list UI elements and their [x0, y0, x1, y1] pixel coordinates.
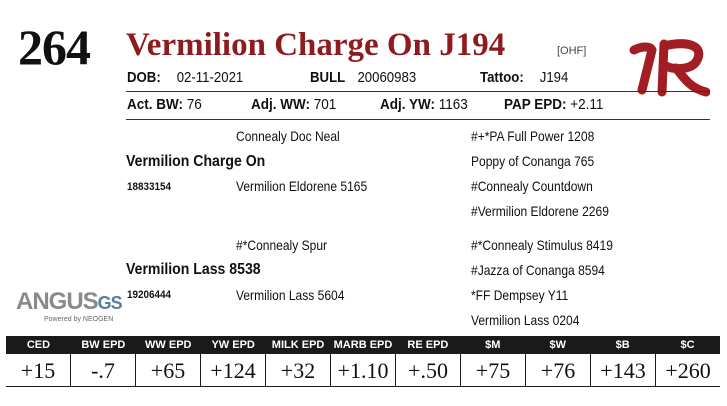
divider-bottom: [126, 119, 710, 120]
epd-header-b: $B: [615, 339, 630, 351]
epd-value-ced: +15: [20, 358, 56, 383]
lot-number: 264: [18, 19, 91, 75]
dam-registration: 19206444: [127, 289, 172, 301]
epd-value-row: +15 -.7 +65 +124 +32 +1.10 +.50 +75 +76 …: [6, 354, 720, 387]
ww-label: Adj. WW:: [251, 96, 310, 113]
epd-header-c: $C: [680, 339, 695, 351]
epd-header-w: $W: [549, 339, 566, 351]
dam-sire-dam: #Jazza of Conanga 8594: [471, 262, 605, 278]
epd-header-ww: WW EPD: [145, 339, 192, 351]
registration-number: 20060983: [357, 69, 417, 86]
dam-sire: #*Connealy Spur: [236, 237, 328, 253]
angus-logo-suffix: GS: [97, 293, 123, 313]
dam-dam-dam: Vermilion Lass 0204: [471, 312, 580, 328]
divider-top: [126, 91, 710, 92]
pap-label: PAP EPD:: [504, 96, 567, 113]
sire-sire-dam: Poppy of Conanga 765: [471, 153, 595, 169]
dam-sire-sire: #*Connealy Stimulus 8419: [471, 237, 613, 253]
epd-header-m: $M: [485, 339, 501, 351]
weaning-weight: Adj. WW: 701: [251, 96, 336, 113]
epd-header-re: RE EPD: [407, 339, 449, 351]
dob-value: 02-11-2021: [176, 69, 244, 86]
sire-registration: 18833154: [127, 181, 172, 193]
sire-dam-sire: #Connealy Countdown: [471, 178, 593, 194]
yearling-weight: Adj. YW: 1163: [380, 96, 468, 113]
dob-field: DOB: 02-11-2021: [127, 69, 243, 89]
ww-value: 701: [313, 96, 337, 113]
sire-name: Vermilion Charge On: [126, 153, 266, 170]
angus-logo-text: ANGUS: [16, 288, 99, 315]
pap-epd: PAP EPD: +2.11: [504, 96, 603, 113]
registration-field: BULL 20060983: [310, 69, 416, 89]
epd-header-yw: YW EPD: [211, 339, 255, 351]
bw-value: 76: [186, 96, 202, 113]
bw-label: Act. BW:: [127, 96, 184, 113]
status-badge: [OHF]: [557, 45, 587, 57]
sex-label: BULL: [310, 69, 345, 86]
pap-value: +2.11: [570, 96, 604, 113]
dam-name: Vermilion Lass 8538: [126, 261, 261, 278]
sire-sire: Connealy Doc Neal: [236, 128, 340, 144]
angus-gs-logo: ANGUSGS Powered by NEOGEN: [16, 288, 123, 330]
epd-header-milk: MILK EPD: [271, 339, 325, 351]
tattoo-label: Tattoo:: [480, 69, 524, 86]
epd-value-ww: +65: [135, 354, 200, 386]
dam-dam: Vermilion Lass 5604: [236, 287, 345, 303]
dam-dam-sire: *FF Dempsey Y11: [471, 287, 569, 303]
yw-value: 1163: [438, 96, 468, 113]
epd-header-row: CED BW EPD WW EPD YW EPD MILK EPD MARB E…: [6, 336, 720, 354]
epd-value-c: +260: [655, 354, 720, 386]
epd-value-w: +76: [525, 354, 590, 386]
epd-header-ced: CED: [26, 339, 51, 351]
epd-value-bw: -.7: [70, 354, 135, 386]
epd-header-marb: MARB EPD: [333, 339, 393, 351]
sire-dam-dam: #Vermilion Eldorene 2269: [471, 203, 609, 219]
tattoo-value: J194: [539, 69, 569, 86]
birth-weight: Act. BW: 76: [127, 96, 202, 113]
yw-label: Adj. YW:: [380, 96, 436, 113]
epd-value-milk: +32: [265, 354, 330, 386]
epd-value-re: +.50: [395, 354, 460, 386]
powered-by-text: Powered by NEOGEN: [44, 316, 114, 323]
epd-value-yw: +124: [200, 354, 265, 386]
sire-dam: Vermilion Eldorene 5165: [236, 178, 368, 194]
epd-value-b: +143: [590, 354, 655, 386]
dob-label: DOB:: [127, 69, 161, 86]
sire-sire-sire: #+*PA Full Power 1208: [471, 128, 595, 144]
epd-value-marb: +1.10: [330, 354, 395, 386]
vr-brand-logo: [629, 39, 710, 97]
epd-value-m: +75: [460, 354, 525, 386]
epd-header-bw: BW EPD: [81, 339, 126, 351]
animal-name: Vermilion Charge On J194: [126, 27, 506, 63]
tattoo-field: Tattoo: J194: [480, 69, 568, 89]
